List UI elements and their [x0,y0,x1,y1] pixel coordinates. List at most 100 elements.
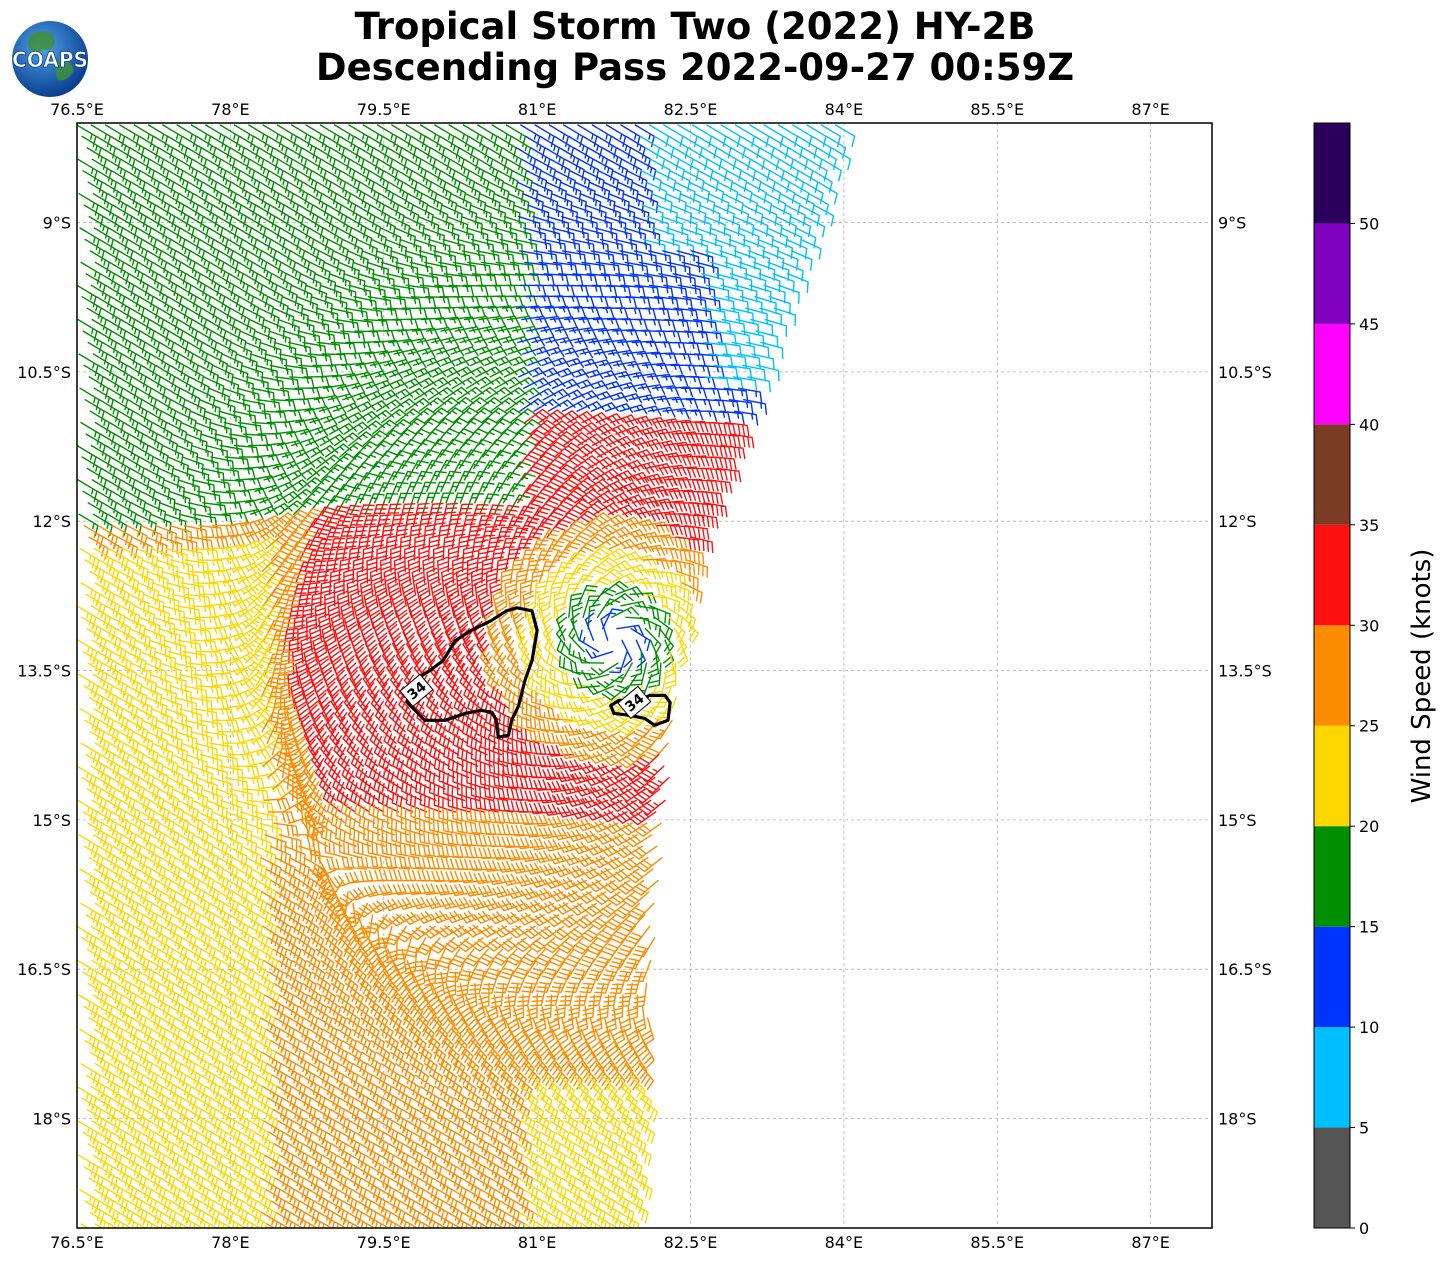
wind-barb [367,135,388,159]
wind-barb [579,348,608,359]
wind-barb [261,250,282,274]
wind-barb [129,147,150,170]
wind-barb [426,170,447,193]
wind-barb [206,318,227,342]
lat-tick-label-left: 18°S [32,1109,71,1128]
wind-barb [401,147,422,170]
wind-barb [221,193,242,216]
wind-barb [279,227,300,251]
wind-barb [120,318,141,342]
wind-barb [556,238,581,256]
wind-barb [239,170,261,193]
wind-barb [405,124,426,148]
wind-barb [122,227,143,251]
wind-barb [566,227,590,245]
wind-barb [337,227,358,250]
wind-barb [178,193,199,216]
wind-barb [793,158,814,182]
wind-barb [177,318,198,342]
wind-barb [117,215,138,239]
wind-barb [515,273,541,287]
wind-barb [222,227,243,251]
colorbar-bin [1314,223,1350,324]
wind-barb [120,158,141,182]
wind-barb [103,250,125,274]
wind-barb [461,250,486,267]
wind-barb [107,353,128,377]
colorbar-label: Wind Speed (knots) [1407,549,1437,804]
wind-barb [204,250,225,274]
wind-barb [369,204,391,227]
colorbar-bin [1314,424,1350,525]
wind-barb [153,135,174,159]
wind-barb [625,296,652,309]
wind-barb [716,307,741,324]
wind-barb [654,135,675,159]
wind-barb [621,158,643,181]
wind-barb [208,227,229,251]
wind-barb [600,273,626,288]
wind-barb [699,364,725,378]
wind-barb [377,158,399,182]
wind-barb [644,307,671,321]
lon-tick-label-bottom: 85.5°E [970,1233,1024,1252]
wind-barb [467,135,489,159]
wind-barb [94,261,115,285]
wind-barb [487,147,508,170]
wind-barb [568,135,589,159]
wind-barb [344,147,365,170]
wind-barb [101,181,123,205]
wind-barb [207,193,228,216]
wind-barb [197,170,218,193]
wind-barb [707,158,728,182]
wind-barb [392,158,413,182]
wind-barb [298,364,324,378]
wind-barb [768,135,789,159]
wind-barb [186,147,207,170]
wind-barb [131,215,152,239]
wind-barb [138,135,159,159]
wind-barb [797,135,818,159]
wind-barb [248,284,269,308]
wind-barb [759,147,780,170]
wind-barb [586,273,612,287]
wind-barb [106,158,127,182]
wind-barb [800,238,822,260]
wind-barb [195,135,217,159]
wind-barb [216,181,237,205]
wind-barb [384,204,405,227]
wind-barb [807,158,828,182]
wind-barb [543,273,570,287]
wind-barb [587,147,608,170]
wind-barb [115,147,136,170]
wind-barb [164,193,185,216]
wind-barb [638,261,663,278]
wind-barb [256,238,277,262]
wind-barb [788,147,809,170]
wind-barb [513,238,538,256]
wind-barb [273,181,294,205]
wind-barb [210,296,231,319]
wind-barb [307,193,328,216]
wind-barb [625,135,646,159]
colorbar-bin [1314,926,1350,1028]
wind-barb [725,135,746,159]
wind-barb [289,376,315,390]
wind-barb [125,330,146,354]
wind-barb [165,227,186,251]
globe-land-icon [28,31,74,81]
wind-barb [162,124,183,148]
wind-barb [219,284,240,308]
wind-barb [134,318,155,342]
wind-barb [298,204,319,228]
wind-barb [258,147,279,170]
wind-barb [686,273,711,290]
wind-barb [582,135,603,159]
wind-barb [434,124,455,148]
colorbar-bin [1314,725,1350,827]
wind-barb [86,147,107,170]
colorbar-bin [1314,524,1350,626]
lon-tick-label-top: 87°E [1131,100,1169,119]
wind-barb [147,124,169,148]
lon-tick-label-bottom: 76.5°E [50,1233,104,1252]
